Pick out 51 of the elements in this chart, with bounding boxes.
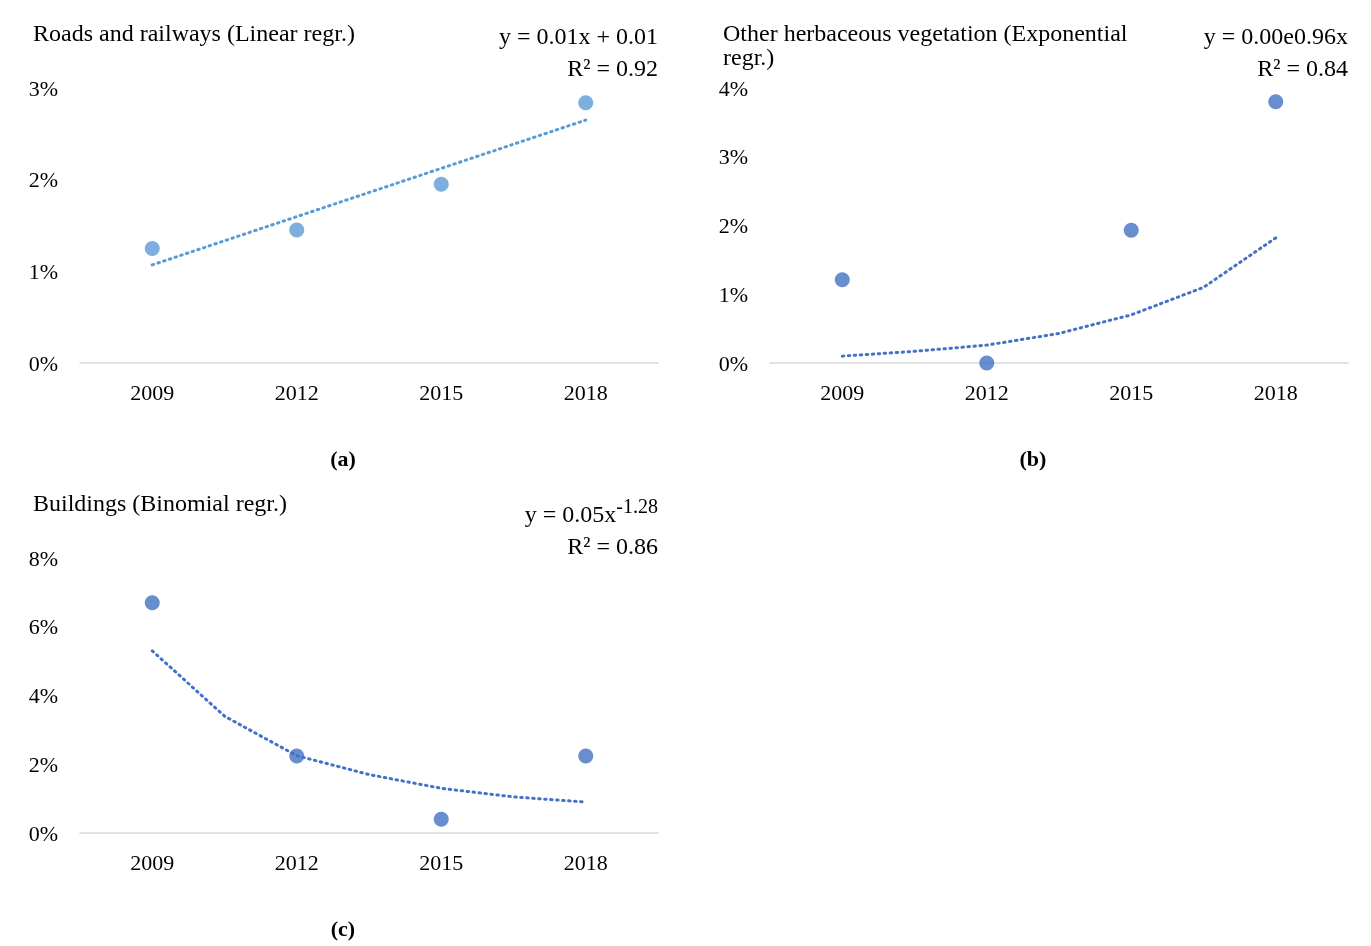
point [144,595,160,611]
text: (a) [329,446,357,472]
y-tick-label: 1% [718,281,748,307]
y-tick-label: 3% [28,75,58,101]
point [834,272,850,288]
x-tick-label: 2015 [419,849,464,875]
x-tick-label: 2009 [130,849,175,875]
point [578,748,594,764]
point [433,811,449,827]
x-tick-label: 2009 [130,379,175,405]
y-tick-label: 6% [28,614,58,640]
y-tick-label: 0% [28,820,58,846]
point [289,748,305,764]
text: R² = 0.92 [566,54,658,83]
x-tick-label: 2015 [1109,379,1154,405]
chart-title: Roads and railways (Linear regr.) [33,20,355,46]
y-tick-label: 0% [718,350,748,376]
point [1268,94,1284,110]
text: (b) [1018,446,1048,472]
point [144,240,160,256]
text: y = 0.05x$^{-1.28}$ [524,494,658,529]
x-tick-label: 2009 [820,379,865,405]
line-series [840,236,1278,358]
text: y = 0.00e0.96x [1203,22,1348,51]
y-tick-label: 2% [718,213,748,238]
text: (c) [329,916,357,942]
annotation: R² = 0.86 [566,532,658,561]
text: y = 0.01x + 0.01 [498,22,658,51]
x-tick-label: 2018 [563,849,608,875]
x-tick-label: 2018 [563,379,608,405]
point [433,176,449,192]
point [578,95,594,111]
x-tick-label: 2012 [274,379,319,405]
y-tick-label: 4% [718,75,748,101]
y-tick-label: 2% [28,167,58,193]
x-tick-label: 2012 [964,379,1009,405]
y-tick-label: 0% [28,350,58,376]
y-tick-label: 4% [28,683,58,708]
point [289,222,305,238]
y-tick-label: 1% [28,258,58,284]
chart-title: Buildings (Binomial regr.) [33,490,287,516]
y-tick-label: 8% [28,545,58,571]
chart-title: Other herbaceous vegetation (Exponential regr.) [723,20,1134,70]
y-tick-label: 3% [718,144,748,170]
point [979,355,995,371]
y-tick-label: 2% [28,751,58,777]
x-tick-label: 2012 [274,849,319,875]
text: R² = 0.84 [1256,54,1348,83]
x-tick-label: 2018 [1253,379,1298,405]
point [1123,222,1139,238]
x-tick-label: 2015 [419,379,464,405]
